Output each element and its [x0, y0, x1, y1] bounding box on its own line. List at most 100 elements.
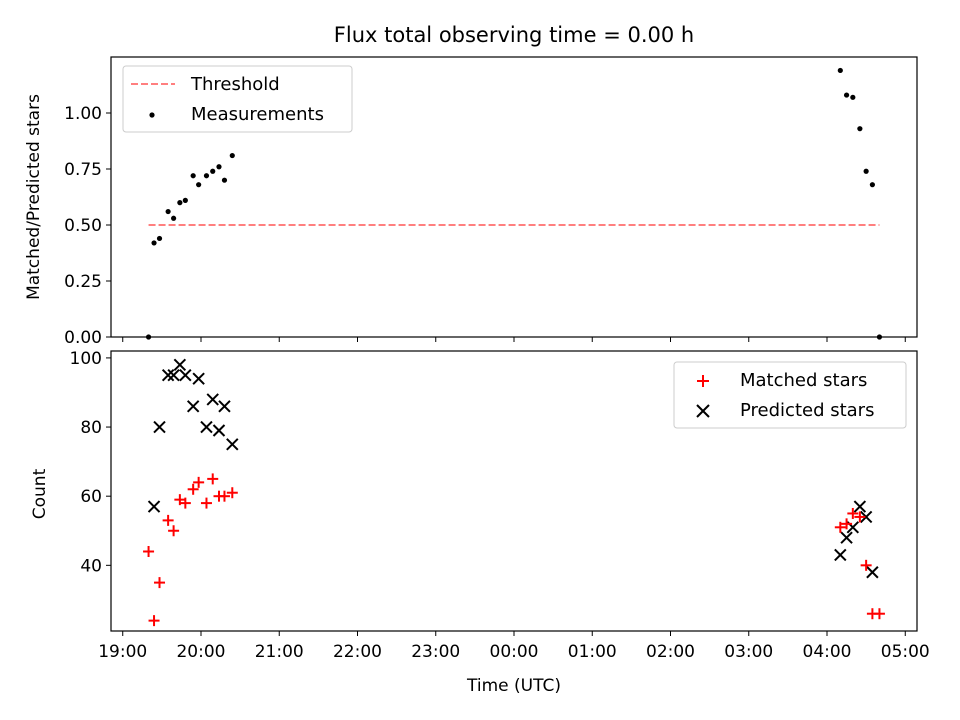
- predicted-point: [186, 400, 200, 413]
- matched-point: [154, 577, 166, 589]
- top-panel: 0.00 0.25 0.50 0.75 1.00 Matched/Predicted s…: [24, 56, 918, 348]
- matched-point: [226, 487, 238, 499]
- measurement-point: [165, 208, 171, 215]
- x-tick-label: 22:00: [333, 642, 382, 662]
- predicted-point: [218, 400, 231, 413]
- top-y-tick-label: 0.25: [64, 272, 102, 292]
- measurement-point: [210, 168, 216, 174]
- predicted-point: [179, 368, 192, 382]
- matched-point: [873, 608, 885, 620]
- predicted-point: [840, 531, 853, 544]
- bottom-y-tick-label: 60: [80, 487, 102, 507]
- matched-point: [854, 511, 866, 523]
- x-tick-label: 21:00: [255, 642, 304, 662]
- predicted-point: [859, 510, 873, 524]
- top-series: [145, 67, 883, 340]
- top-y-tick-label: 0.75: [64, 160, 102, 180]
- matched-point: [187, 483, 199, 495]
- matched-point: [148, 615, 160, 627]
- measurement-point: [850, 94, 856, 100]
- measurement-point: [171, 215, 177, 221]
- x-tick-label: 02:00: [646, 642, 695, 662]
- x-axis-label: Time (UTC): [466, 676, 561, 696]
- top-y-tick-label: 1.00: [64, 104, 102, 124]
- bottom-y-tick-label: 80: [80, 418, 102, 438]
- top-x-ticks: [122, 337, 906, 342]
- measurement-point: [216, 164, 222, 170]
- legend-predicted-label: Predicted stars: [740, 400, 874, 421]
- x-tick-label: 04:00: [803, 642, 852, 662]
- matched-point: [207, 473, 219, 485]
- top-y-tick-label: 0.00: [64, 328, 102, 348]
- measurement-point: [863, 168, 869, 174]
- measurement-point: [843, 92, 850, 98]
- measurement-point: [177, 200, 183, 206]
- bottom-panel: 40 60 80 100 19:00 20:00 21:00 22:00 23:00 00:00…: [30, 349, 930, 696]
- measurement-point: [229, 152, 235, 159]
- x-tick-label: 01:00: [568, 642, 617, 662]
- bottom-legend: Matched stars Predicted stars: [673, 361, 907, 429]
- top-y-tick-label: 0.50: [64, 216, 102, 236]
- matched-point: [847, 507, 859, 519]
- measurement-point: [857, 126, 863, 132]
- measurement-point: [190, 173, 196, 179]
- top-legend: Threshold Measurements: [122, 65, 353, 133]
- top-legend-box: [122, 65, 353, 133]
- legend-threshold-label: Threshold: [190, 74, 280, 95]
- bottom-y-tick-label: 100: [70, 349, 102, 369]
- bottom-series: [143, 358, 885, 627]
- legend-matched-swatch: [697, 375, 709, 387]
- predicted-point: [192, 372, 205, 385]
- matched-point: [168, 525, 180, 537]
- measurement-point: [203, 173, 210, 179]
- matched-point: [834, 521, 846, 533]
- measurement-point: [182, 197, 188, 203]
- measurement-point: [837, 67, 843, 74]
- predicted-point: [161, 368, 175, 382]
- x-tick-label: 00:00: [490, 642, 539, 662]
- measurement-point: [151, 240, 157, 246]
- matched-point: [162, 514, 174, 526]
- matched-point: [841, 518, 853, 530]
- predicted-point: [226, 438, 239, 451]
- bottom-y-axis-label: Count: [30, 468, 50, 519]
- measurement-point: [145, 334, 152, 340]
- matched-point: [143, 545, 155, 557]
- measurement-point: [221, 177, 228, 183]
- measurement-point: [196, 182, 202, 188]
- x-tick-label: 03:00: [724, 642, 773, 662]
- bottom-legend-box: [673, 361, 907, 429]
- legend-predicted-swatch: [696, 404, 710, 418]
- x-tick-label: 20:00: [176, 642, 225, 662]
- legend-measurements-swatch: [149, 112, 155, 118]
- predicted-point: [147, 500, 161, 513]
- predicted-point: [212, 424, 226, 437]
- x-tick-label: 05:00: [881, 642, 930, 662]
- predicted-point: [153, 420, 166, 434]
- measurement-point: [156, 235, 163, 242]
- matched-point: [200, 497, 212, 509]
- matched-point: [218, 490, 230, 502]
- x-tick-label: 19:00: [98, 642, 147, 662]
- matched-point: [193, 476, 205, 488]
- predicted-point: [834, 548, 847, 562]
- predicted-point: [167, 368, 180, 382]
- measurement-point: [869, 182, 875, 188]
- measurement-point: [876, 334, 883, 340]
- top-y-ticks: 0.00 0.25 0.50 0.75 1.00: [64, 104, 111, 348]
- legend-measurements-label: Measurements: [191, 104, 324, 125]
- matched-point: [860, 559, 872, 571]
- predicted-point: [206, 393, 219, 406]
- predicted-point: [173, 358, 187, 372]
- matched-point: [179, 497, 191, 509]
- bottom-y-ticks: 40 60 80 100: [70, 349, 111, 576]
- x-tick-label: 23:00: [411, 642, 460, 662]
- top-y-axis-label: Matched/Predicted stars: [24, 94, 44, 300]
- predicted-point: [200, 420, 213, 434]
- predicted-point: [866, 566, 879, 579]
- predicted-point: [853, 500, 867, 513]
- bottom-y-tick-label: 40: [80, 556, 102, 576]
- chart-title: Flux total observing time = 0.00 h: [334, 23, 694, 47]
- legend-matched-label: Matched stars: [740, 370, 867, 391]
